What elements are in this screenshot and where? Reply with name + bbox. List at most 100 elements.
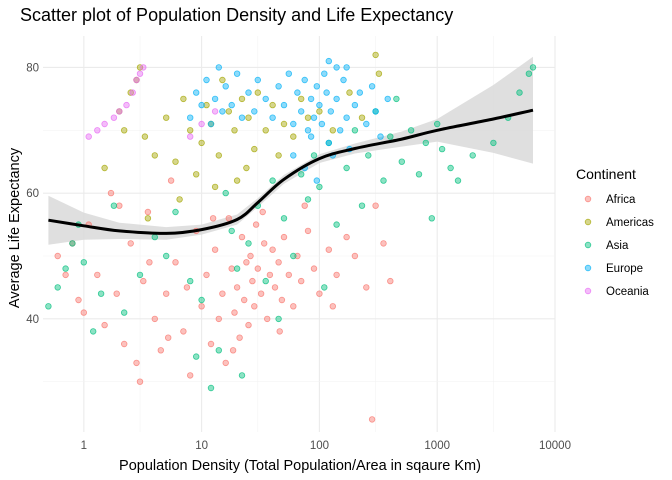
data-point-africa [127, 240, 134, 247]
data-point-asia [238, 372, 246, 379]
data-point-asia [438, 145, 446, 153]
data-point-oceania [198, 120, 205, 128]
data-point-americas [245, 114, 252, 121]
data-point-americas [254, 89, 261, 96]
data-point-asia [365, 152, 372, 159]
data-point-africa [351, 252, 359, 260]
data-point-oceania [101, 120, 108, 128]
data-point-africa [180, 328, 187, 335]
x-tick-label: 10 [195, 440, 208, 452]
data-point-europe [290, 152, 297, 159]
data-point-asia [97, 290, 105, 297]
data-point-oceania [186, 133, 194, 140]
data-point-europe [337, 127, 344, 134]
data-point-africa [219, 290, 226, 297]
data-point-africa [259, 208, 266, 216]
data-point-americas [192, 171, 200, 178]
data-point-europe [323, 89, 330, 96]
data-point-africa [372, 202, 379, 209]
legend-label-europe: Europe [606, 263, 643, 275]
data-point-europe [290, 120, 297, 128]
data-point-asia [275, 315, 282, 323]
data-point-africa [257, 290, 265, 297]
data-point-africa [144, 208, 152, 216]
data-point-africa [222, 359, 229, 367]
y-tick-label: 80 [26, 62, 39, 74]
data-point-africa [101, 321, 108, 329]
data-point-asia [245, 240, 252, 247]
data-point-africa [107, 189, 115, 197]
data-point-africa [275, 259, 282, 266]
data-point-americas [176, 196, 183, 203]
data-point-europe [318, 120, 326, 128]
data-point-africa [261, 240, 268, 247]
data-point-asia [233, 265, 241, 272]
data-point-asia [428, 215, 435, 222]
x-tick-labels: 1 10 100 1000 10000 [81, 440, 571, 452]
data-point-africa [62, 271, 69, 279]
data-point-europe [325, 57, 332, 65]
data-point-americas [358, 114, 366, 121]
data-point-africa [329, 303, 336, 310]
data-point-asia [290, 252, 297, 260]
data-point-europe [301, 76, 308, 84]
data-point-asia [415, 171, 423, 178]
data-point-europe [275, 83, 282, 90]
data-point-africa [304, 227, 312, 235]
data-point-africa [285, 271, 292, 279]
data-point-asia [422, 139, 429, 147]
data-point-africa [80, 309, 87, 316]
smooth-trend-line [48, 108, 534, 235]
data-point-africa [333, 271, 340, 279]
data-point-africa [264, 315, 271, 323]
data-point-africa [276, 328, 283, 335]
data-point-africa [269, 246, 276, 253]
data-point-africa [167, 177, 175, 184]
data-point-europe [207, 120, 215, 128]
data-point-europe [198, 101, 205, 109]
data-point-africa [228, 265, 235, 272]
data-point-europe [186, 114, 194, 121]
data-point-africa [236, 334, 243, 341]
data-point-asia [186, 277, 194, 285]
data-point-europe [215, 64, 222, 71]
data-point-americas [231, 127, 238, 134]
data-point-africa [343, 233, 350, 241]
data-point-americas [120, 127, 128, 134]
x-axis-title: Population Density (Total Population/Are… [119, 458, 481, 474]
data-point-africa [215, 315, 222, 323]
data-point-asia [321, 284, 328, 291]
data-point-africa [280, 233, 288, 241]
data-point-asia [222, 189, 229, 197]
data-point-africa [249, 277, 256, 285]
data-point-americas [238, 95, 246, 103]
data-point-africa [211, 246, 219, 253]
data-point-americas [280, 120, 288, 128]
data-point-europe [245, 89, 252, 96]
data-point-asia [398, 158, 405, 165]
data-point-asia [69, 240, 76, 247]
data-point-africa [94, 271, 101, 279]
data-point-americas [101, 164, 108, 172]
data-point-africa [363, 284, 370, 291]
data-point-oceania [94, 127, 101, 134]
data-point-africa [301, 202, 308, 209]
data-point-americas [127, 89, 134, 96]
data-point-europe [313, 177, 320, 184]
data-point-europe [368, 83, 376, 90]
data-point-europe [307, 95, 315, 103]
data-point-africa [164, 334, 172, 341]
data-point-africa [186, 372, 194, 379]
data-point-asia [529, 64, 537, 71]
legend: Continent Africa Americas Asia Europe Oceani… [576, 166, 654, 298]
data-point-europe [363, 120, 370, 128]
data-point-asia [62, 265, 69, 272]
data-point-africa [247, 252, 254, 260]
legend-title: Continent [576, 166, 636, 182]
data-point-europe [343, 114, 350, 121]
data-point-europe [310, 114, 318, 121]
data-point-europe [333, 64, 340, 71]
data-point-oceania [140, 64, 147, 71]
data-point-americas [290, 133, 297, 140]
data-point-americas [225, 108, 232, 115]
